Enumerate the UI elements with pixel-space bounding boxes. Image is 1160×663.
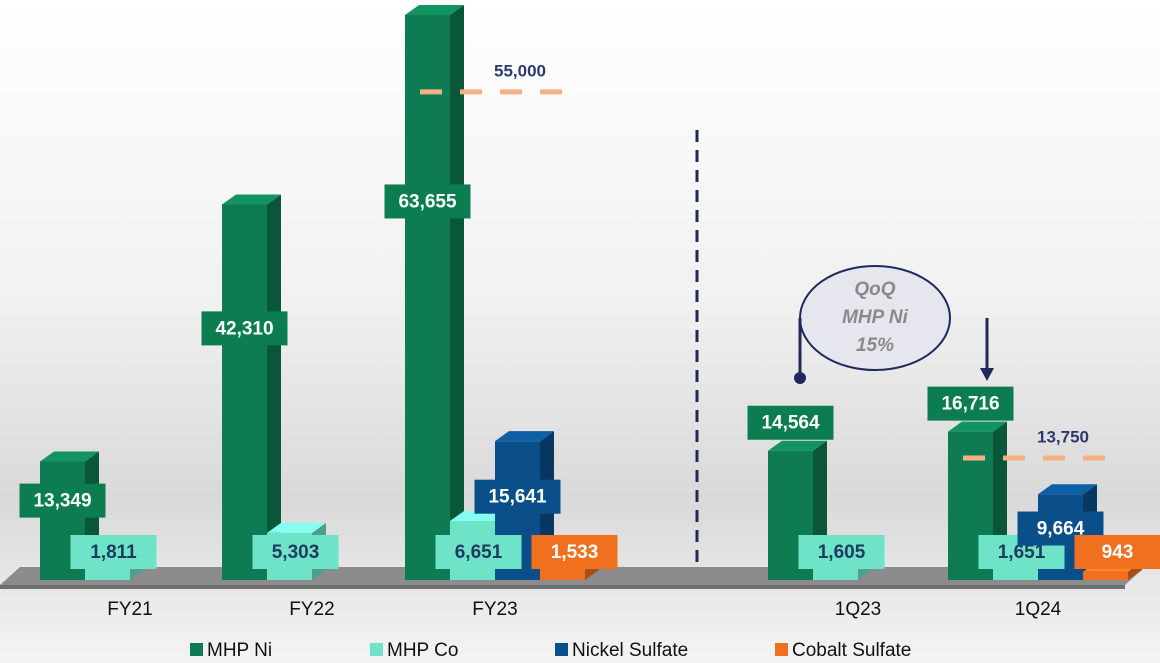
legend-label: MHP Ni (207, 640, 272, 661)
value-label: 1,533 (551, 542, 599, 563)
value-label: 13,349 (33, 491, 91, 512)
value-label: 16,716 (941, 394, 999, 415)
legend-swatch (555, 643, 568, 656)
chart: QoQ MHP Ni 15% 55,000 13,750 13,349 42,310 6… (0, 0, 1160, 663)
bar-side (267, 194, 281, 580)
annotation-text: MHP Ni (842, 307, 909, 328)
value-label: 5,303 (272, 542, 320, 563)
legend-label: Nickel Sulfate (572, 640, 688, 661)
x-tick-label: FY21 (107, 599, 152, 620)
legend-swatch (775, 643, 788, 656)
value-label: 63,655 (398, 191, 457, 212)
legend-label: MHP Co (387, 640, 458, 661)
legend-label: Cobalt Sulfate (792, 640, 911, 661)
x-tick-label: FY22 (289, 599, 334, 620)
bar (1083, 572, 1128, 580)
x-tick-label: 1Q23 (835, 599, 881, 620)
legend-swatch (370, 643, 383, 656)
value-label: 6,651 (455, 542, 503, 563)
x-tick-label: 1Q24 (1015, 599, 1062, 620)
x-tick-label: FY23 (472, 599, 517, 620)
value-label: 15,641 (488, 487, 547, 508)
value-label: 1,811 (90, 542, 137, 563)
target-label: 13,750 (1037, 427, 1089, 446)
value-label: 943 (1102, 542, 1134, 563)
annotation-text: QoQ (854, 279, 895, 300)
page: QoQ MHP Ni 15% 55,000 13,750 13,349 42,310 6… (0, 0, 1160, 663)
value-label: 14,564 (761, 413, 820, 434)
annotation-dot (794, 372, 806, 384)
value-label: 1,605 (818, 542, 866, 563)
bar (405, 15, 450, 580)
legend-swatch (190, 643, 203, 656)
floor-edge (0, 585, 1125, 589)
annotation-text: 15% (856, 335, 894, 356)
bar (222, 204, 267, 580)
value-label: 42,310 (215, 318, 273, 339)
target-label: 55,000 (494, 61, 546, 80)
